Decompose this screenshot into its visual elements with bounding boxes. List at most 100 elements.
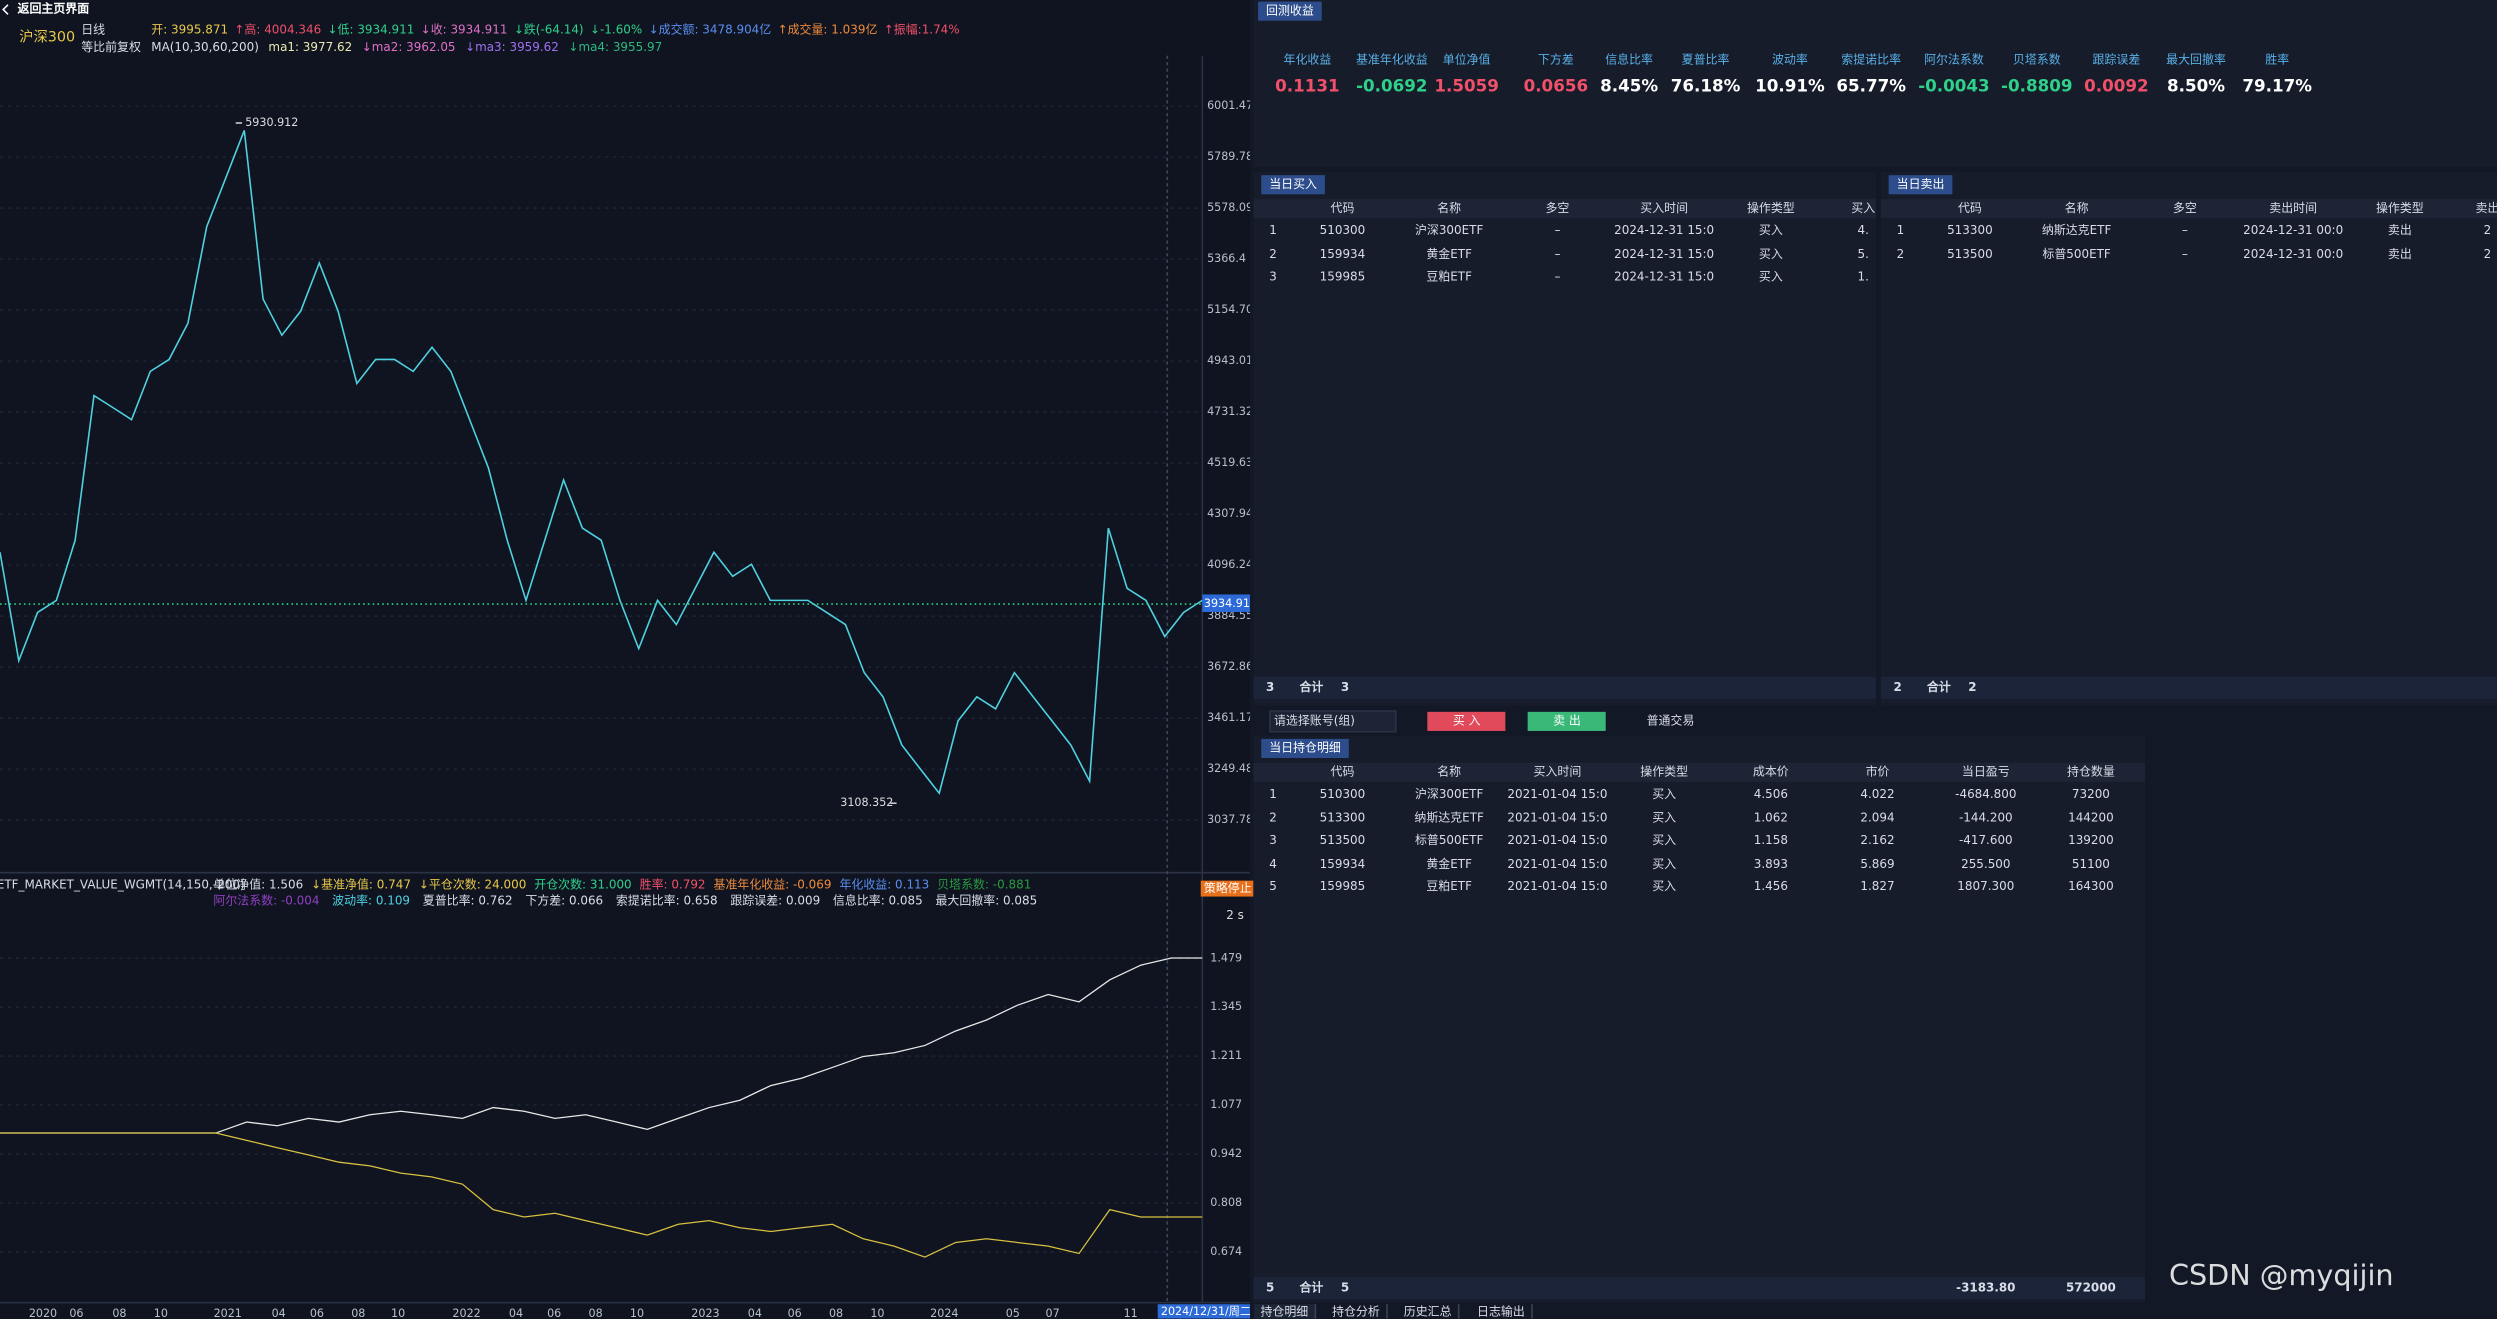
- y-tick-label: 5366.4: [1207, 252, 1246, 265]
- column-header: 名称: [1437, 764, 1462, 779]
- x-tick-label: 2020: [29, 1307, 57, 1319]
- table-cell: 4.506: [1753, 786, 1788, 802]
- info-item: ↓ma3: 3959.62: [465, 39, 559, 55]
- bottom-tab[interactable]: 持仓明细: [1254, 1304, 1317, 1319]
- y-tick-label: 4731.324: [1207, 405, 1250, 418]
- info-item: ↑高: 4004.346: [234, 22, 322, 37]
- table-cell: 3.893: [1753, 855, 1788, 871]
- x-tick-label: 2023: [691, 1307, 719, 1319]
- tab[interactable]: 当日买入: [1261, 175, 1325, 195]
- bottom-tab[interactable]: 日志输出: [1471, 1304, 1533, 1319]
- table-cell: 51100: [2071, 855, 2110, 871]
- column-header: 买入: [1851, 200, 1876, 215]
- tab[interactable]: 当日持仓明细: [1261, 738, 1349, 759]
- info-item: 单位净值: 1.506: [213, 877, 304, 892]
- buy-button[interactable]: 买 入: [1427, 711, 1506, 731]
- table-cell: 2024-12-31 00:0: [2243, 222, 2344, 238]
- bottom-tab[interactable]: 历史汇总: [1397, 1304, 1460, 1319]
- metric-value: -0.0043: [1918, 77, 1990, 97]
- column-header: 持仓数量: [2067, 764, 2115, 779]
- y-tick-label: 4096.248: [1207, 558, 1250, 571]
- series-line: [0, 1132, 1203, 1258]
- table-cell: 2021-01-04 15:0: [1507, 879, 1608, 894]
- table-cell: 2: [1896, 246, 1905, 261]
- table-cell: 1: [1269, 786, 1277, 802]
- table-cell: 513300: [1947, 222, 1993, 238]
- table-cell: 豆粕ETF: [1426, 269, 1472, 284]
- y-tick-label: 5578.092: [1207, 201, 1250, 214]
- metric-label: 最大回撤率: [2166, 52, 2226, 67]
- table-cell: -4684.800: [1955, 786, 2017, 802]
- column-header: 操作类型: [1746, 200, 1795, 215]
- backtest-panel: [1253, 0, 2497, 168]
- table-cell: 1807.300: [1957, 879, 2015, 894]
- table-cell: 2024-12-31 00:0: [2243, 246, 2344, 261]
- tab[interactable]: 回测收益: [1258, 1, 1322, 21]
- table-cell: 沪深300ETF: [1414, 222, 1484, 238]
- table-cell: 沪深300ETF: [1414, 786, 1484, 802]
- y-tick-label: 4943.016: [1207, 354, 1250, 367]
- info-item: 下方差: 0.066: [525, 893, 604, 908]
- x-tick-label: 04: [509, 1307, 523, 1319]
- footer-cell: 合计: [1299, 1280, 1324, 1295]
- info-item: 开仓次数: 31.000: [534, 877, 632, 892]
- watermark: CSDN @myqijin: [2168, 1259, 2394, 1294]
- table-cell: –: [1554, 269, 1561, 284]
- footer-cell: 3: [1340, 679, 1350, 695]
- metric-value: 79.17%: [2242, 77, 2313, 97]
- back-label[interactable]: 返回主页界面: [17, 1, 90, 16]
- table-cell: 2021-01-04 15:0: [1507, 786, 1608, 802]
- column-header: 市价: [1865, 764, 1890, 779]
- column-header: 当日盈亏: [1961, 764, 2010, 779]
- metric-value: -0.8809: [2001, 77, 2073, 97]
- metric-label: 胜率: [2265, 52, 2290, 67]
- tab[interactable]: 当日卖出: [1888, 175, 1953, 195]
- table-panel: 当日买入 代码 名称 多空 买入时间 操作类型 买入 1 510300 沪深300ETF –2024…: [1253, 171, 1876, 706]
- refresh-label: 2 s: [1226, 907, 1244, 923]
- metric-value: 8.50%: [2167, 77, 2226, 97]
- normal-trade[interactable]: 普通交易: [1646, 713, 1695, 728]
- table-cell: 2.162: [1860, 832, 1895, 848]
- x-tick-label: 04: [748, 1307, 762, 1319]
- column-header: 卖出: [2475, 200, 2496, 215]
- table-cell: 139200: [2068, 832, 2114, 848]
- period: 日线: [81, 22, 106, 37]
- table-cell: –: [1554, 246, 1561, 261]
- table-cell: 3: [1269, 832, 1277, 848]
- table-cell: 1.062: [1753, 809, 1788, 825]
- y-tick-label: 0.674: [1210, 1245, 1242, 1258]
- x-tick-label: 05: [1006, 1307, 1020, 1319]
- column-header: 买入时间: [1640, 200, 1689, 215]
- table-cell: 卖出: [2387, 222, 2412, 238]
- table-panel: 当日持仓明细 代码 名称 买入时间 操作类型 成本价 市价 当日盈亏 持仓数量 1 510300 沪深…: [1253, 735, 2146, 1303]
- table-cell: 159985: [1319, 269, 1366, 284]
- sell-button[interactable]: 卖 出: [1527, 711, 1607, 731]
- info-item: ↓基准净值: 0.747: [311, 877, 411, 892]
- column-header: 多空: [1545, 200, 1570, 215]
- table-cell: 1: [1269, 222, 1277, 238]
- info-item: ↓低: 3934.911: [327, 22, 415, 37]
- x-tick-label: 08: [112, 1307, 126, 1319]
- table-panel: 当日卖出代码名称多空卖出时间操作类型卖出1513300纳斯达克ETF–2024-…: [1880, 171, 2497, 706]
- metric-label: 夏普比率: [1681, 52, 1730, 67]
- table-cell: 标普500ETF: [2042, 246, 2111, 261]
- footer-cell: -3183.80: [1956, 1280, 2016, 1295]
- metric-label: 贝塔系数: [2012, 52, 2061, 67]
- table-cell: 买入: [1652, 809, 1677, 825]
- info-item: ↓平仓次数: 24.000: [418, 877, 527, 892]
- info-item: ↑振幅:1.74%: [883, 22, 960, 37]
- account-select[interactable]: 请选择账号(组): [1269, 710, 1397, 733]
- metric-label: 基准年化收益: [1355, 52, 1428, 67]
- y-tick-label: 5154.708: [1207, 303, 1250, 316]
- metric-value: 8.45%: [1600, 77, 1659, 97]
- x-tick-label: 08: [829, 1307, 843, 1319]
- metric-value: -0.0692: [1356, 77, 1428, 97]
- table-cell: 2021-01-04 15:0: [1507, 832, 1608, 848]
- table-cell: 2: [2483, 222, 2492, 238]
- indicator-row-1: 单位净值: 1.506 ↓基准净值: 0.747 ↓平仓次数: 24.000 开仓次数…: [213, 877, 1031, 893]
- cursor-box: [1157, 1304, 1251, 1319]
- info-item: ↓成交额: 3478.904亿: [648, 22, 772, 37]
- bottom-tab[interactable]: 持仓分析: [1326, 1304, 1388, 1319]
- table-footer: [1253, 676, 1876, 700]
- metric-label: 波动率: [1772, 52, 1808, 67]
